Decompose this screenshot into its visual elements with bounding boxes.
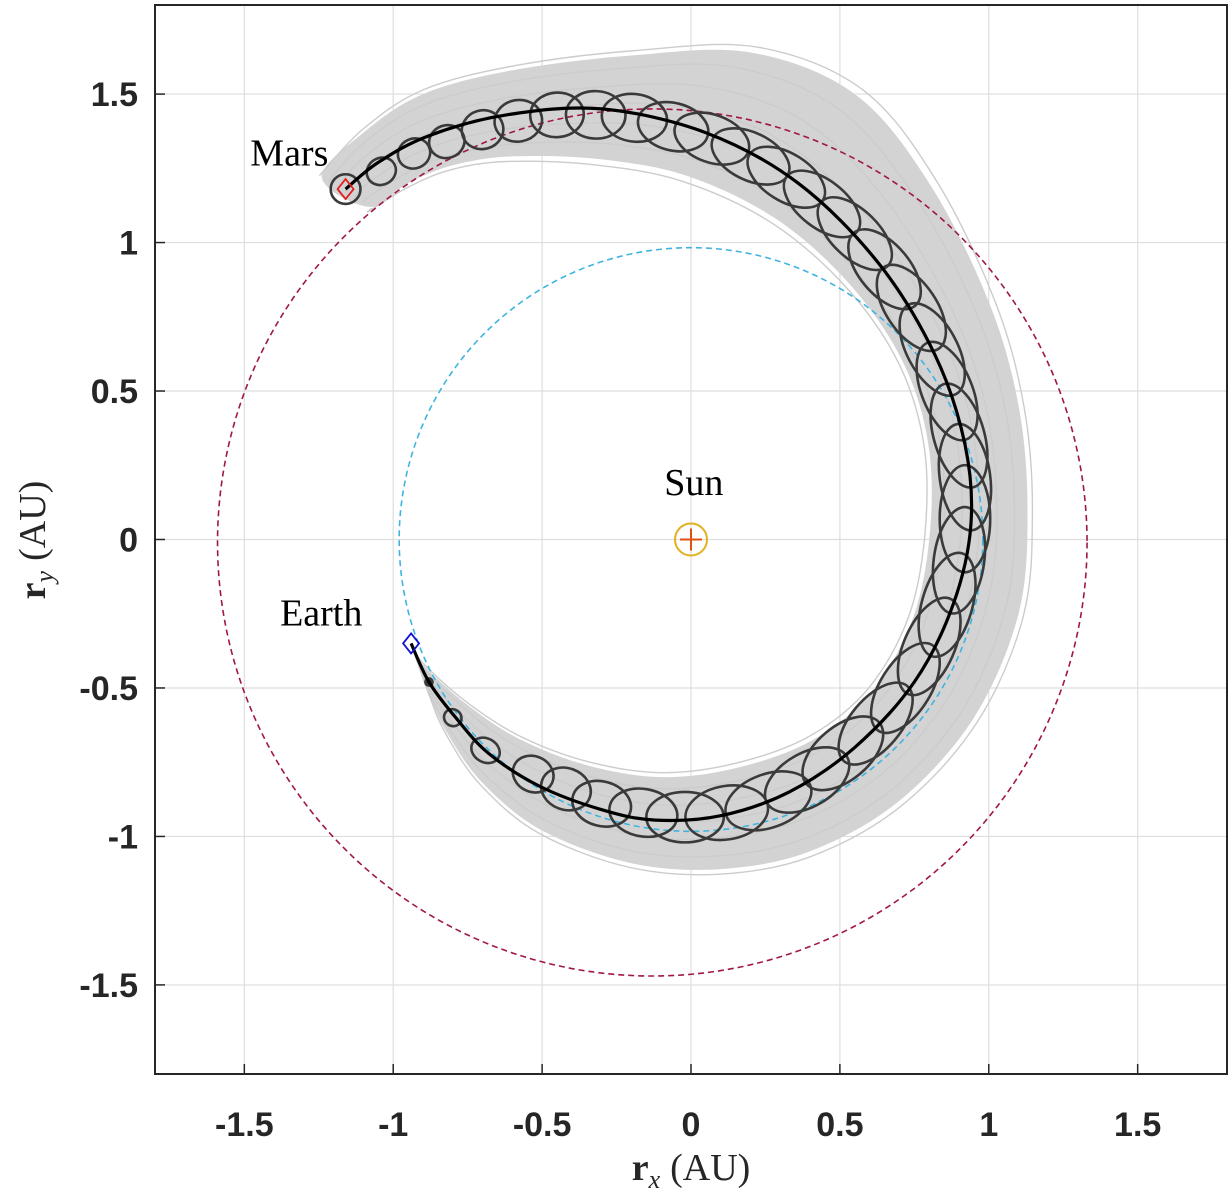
sample-trajectory	[353, 122, 963, 807]
uncertainty-band	[321, 49, 1028, 870]
earth-orbit	[398, 246, 984, 833]
error-ellipse	[571, 779, 633, 828]
plot-area	[216, 43, 1088, 977]
error-ellipse	[875, 263, 948, 353]
error-ellipse	[528, 91, 586, 139]
earth-marker	[401, 631, 421, 655]
error-ellipse	[600, 92, 669, 144]
annotations: Mars Sun Earth	[250, 132, 723, 634]
x-axis-label: rx (AU)	[632, 1147, 751, 1194]
x-tick-label: 1	[979, 1106, 998, 1144]
y-tick-label: 1	[119, 225, 138, 263]
y-tick-label: 0.5	[91, 373, 138, 411]
x-tick-label: 0.5	[816, 1106, 863, 1144]
axis-labels: rx (AU) ry(AU)	[12, 481, 750, 1194]
y-tick-label: 0	[119, 522, 138, 560]
x-tick-label: -1.5	[215, 1106, 274, 1144]
error-ellipse	[511, 754, 555, 794]
x-tick-label: -1	[378, 1106, 408, 1144]
sun-icon	[674, 522, 708, 557]
x-tick-label: 1.5	[1114, 1106, 1161, 1144]
mars-orbit	[216, 108, 1088, 977]
annotation-sun: Sun	[664, 462, 723, 504]
x-tick-label: -0.5	[513, 1106, 572, 1144]
error-ellipse	[917, 551, 977, 659]
y-tick-label: -1.5	[79, 967, 138, 1005]
error-ellipse	[329, 172, 362, 206]
ticks: -1.5 -1 -0.5 0 0.5 1 1.5 -1.5 -1 -0.5 0 0.5 1 1.5	[79, 76, 1161, 1144]
sample-trajectory	[318, 43, 1034, 876]
error-ellipse	[493, 98, 544, 143]
error-ellipse	[564, 89, 627, 140]
annotation-earth: Earth	[280, 593, 362, 635]
transfer-trajectory	[344, 106, 974, 823]
x-tick-label: 0	[682, 1106, 701, 1144]
annotation-mars: Mars	[250, 132, 328, 174]
error-ellipse	[608, 787, 679, 839]
sample-trajectory	[327, 63, 1016, 858]
mars-marker	[336, 177, 355, 201]
y-tick-label: -0.5	[79, 670, 138, 708]
error-ellipse	[539, 766, 593, 812]
error-ellipse	[837, 681, 914, 766]
error-ellipse	[645, 790, 726, 844]
y-axis-label: ry(AU)	[12, 481, 59, 600]
error-ellipse	[938, 463, 992, 574]
error-ellipse	[396, 137, 432, 170]
sample-trajectory	[336, 82, 998, 841]
y-tick-label: -1	[108, 818, 138, 856]
error-ellipse	[746, 145, 827, 210]
error-ellipse	[470, 736, 502, 765]
error-ellipse	[365, 156, 398, 187]
error-ellipse	[896, 596, 962, 697]
error-ellipse	[929, 382, 989, 489]
sample-trajectory	[362, 141, 946, 790]
error-ellipse	[869, 641, 942, 735]
error-ellipse	[636, 100, 710, 153]
y-tick-label: 1.5	[91, 76, 138, 114]
sample-trajectory	[366, 160, 928, 774]
error-ellipse	[937, 422, 993, 532]
